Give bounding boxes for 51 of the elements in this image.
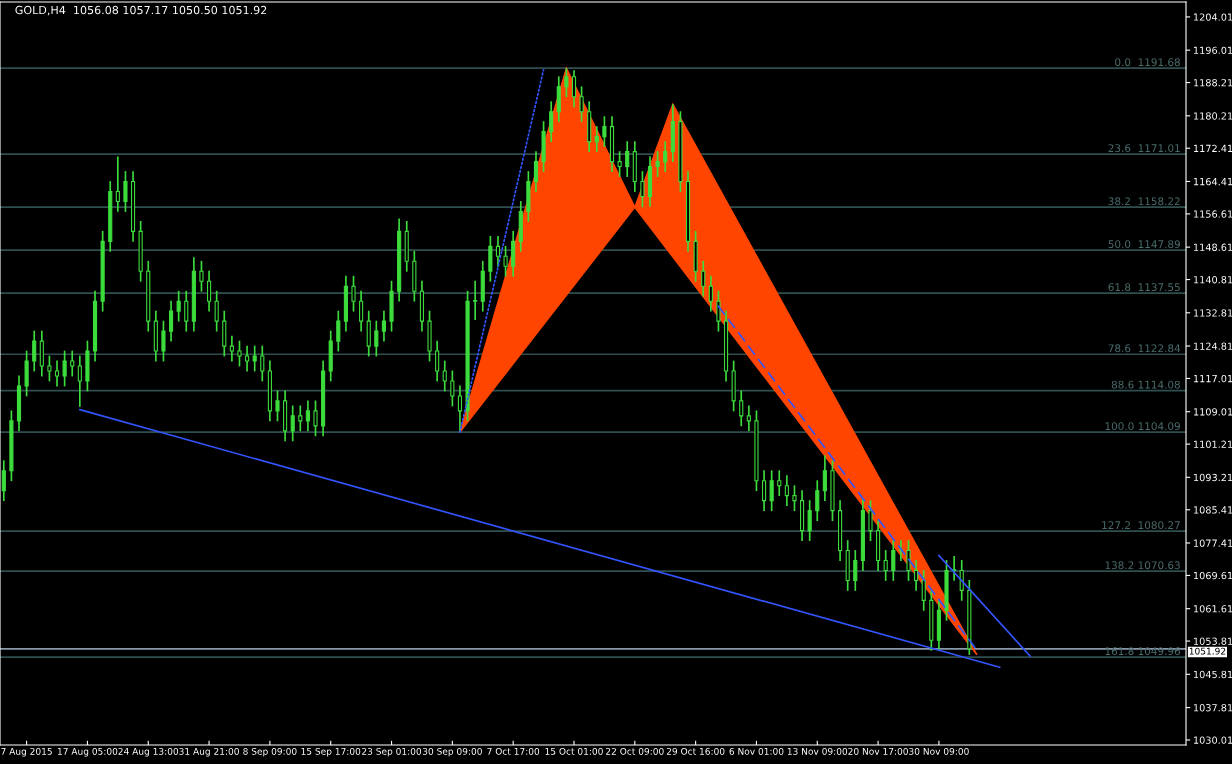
y-tick-label: 1132.81 — [1194, 309, 1232, 317]
y-tick-label: 1030.01 — [1194, 736, 1232, 744]
ref-line-label: 50.0 1147.89 — [1108, 240, 1180, 249]
x-tick-label: 29 Oct 16:00 — [666, 747, 725, 755]
y-tick-label: 1101.21 — [1194, 440, 1232, 448]
y-tick-label: 1164.41 — [1194, 177, 1232, 186]
x-tick-label: 6 Nov 01:00 — [729, 747, 784, 755]
y-tick-label: 1037.81 — [1194, 704, 1232, 712]
y-tick-label: 1140.81 — [1194, 276, 1232, 284]
x-tick-label: 20 Nov 17:00 — [848, 747, 908, 755]
x-tick-label: 22 Oct 09:00 — [606, 747, 664, 755]
ref-line-label: 78.6 1122.84 — [1108, 344, 1181, 353]
text: 1051.92 — [1189, 647, 1226, 655]
x-tick-label: 7 Aug 2015 — [1, 747, 52, 757]
ref-line-label: 23.6 1171.01 — [1108, 144, 1180, 153]
ref-line-label: 0.0 1191.68 — [1115, 58, 1180, 67]
x-tick-label: 30 Sep 09:00 — [422, 747, 482, 757]
y-tick-label: 1085.41 — [1194, 506, 1232, 514]
ref-line-label: 61.8 1137.55 — [1108, 283, 1180, 292]
y-tick-label: 1180.21 — [1194, 112, 1232, 120]
x-tick-label: 7 Oct 17:00 — [487, 747, 540, 755]
x-tick-label: 31 Aug 21:00 — [179, 747, 239, 757]
y-tick-label: 1172.41 — [1194, 144, 1232, 152]
y-tick-label: 1093.21 — [1194, 473, 1232, 482]
y-tick-label: 1053.81 — [1194, 637, 1232, 645]
y-tick-label: 1109.01 — [1194, 408, 1232, 416]
x-tick-label: 13 Nov 09:00 — [787, 747, 848, 755]
y-tick-label: 1061.61 — [1194, 605, 1232, 613]
y-tick-label: 1204.01 — [1194, 13, 1232, 21]
y-tick-label: 1077.41 — [1194, 539, 1232, 547]
x-tick-label: 8 Sep 09:00 — [243, 747, 297, 757]
y-tick-label: 1045.81 — [1194, 670, 1232, 679]
ref-line-label: 38.2 1158.22 — [1108, 197, 1180, 206]
chart-title: GOLD,H4 1056.08 1057.17 1050.50 1051.92 — [15, 5, 267, 16]
x-tick-label: 15 Oct 01:00 — [545, 747, 603, 755]
x-tick-label: 24 Aug 13:00 — [118, 747, 179, 757]
ref-line-label: 88.6 1114.08 — [1111, 380, 1180, 389]
ref-line-label: 138.2 1070.63 — [1105, 561, 1180, 570]
x-tick-label: 30 Nov 09:00 — [909, 747, 969, 755]
y-tick-label: 1069.61 — [1194, 571, 1232, 580]
x-tick-label: 23 Sep 01:00 — [362, 747, 422, 757]
x-tick-label: 15 Sep 17:00 — [301, 747, 361, 757]
ref-line-label: 100.0 1104.09 — [1105, 422, 1180, 431]
ref-line-label: 127.2 1080.27 — [1102, 521, 1180, 530]
y-tick-label: 1196.01 — [1194, 46, 1232, 54]
y-tick-label: 1117.01 — [1194, 374, 1232, 383]
x-tick-label: 17 Aug 05:00 — [57, 747, 118, 757]
y-tick-label: 1156.61 — [1194, 210, 1232, 218]
y-tick-label: 1148.61 — [1194, 243, 1232, 251]
y-tick-label: 1124.81 — [1194, 342, 1232, 350]
y-tick-label: 1188.21 — [1194, 79, 1232, 87]
